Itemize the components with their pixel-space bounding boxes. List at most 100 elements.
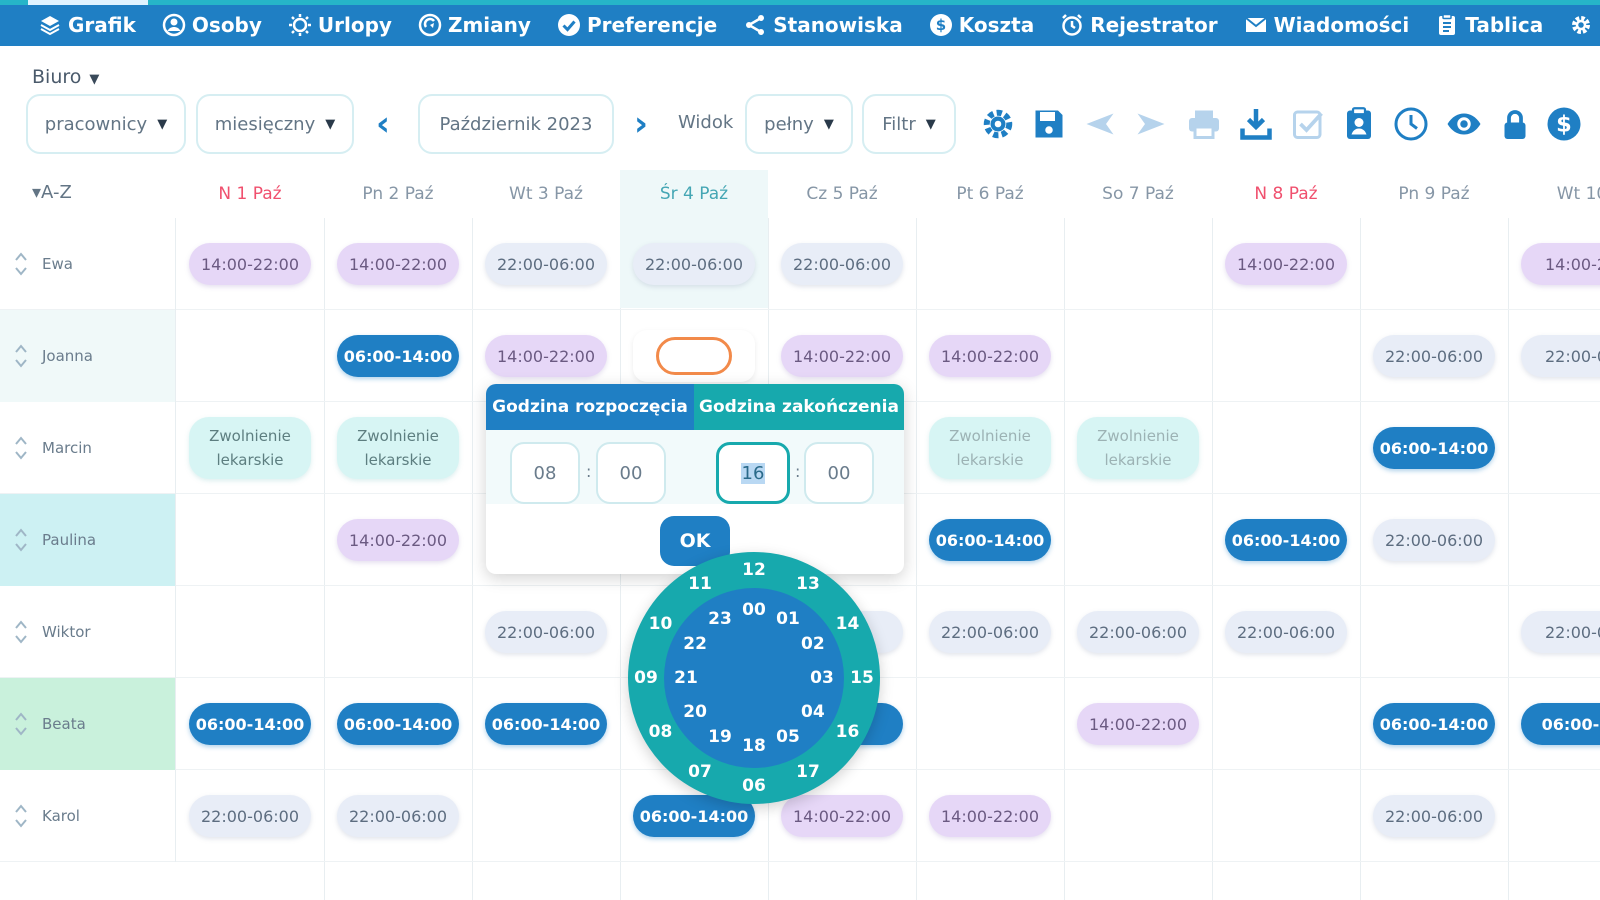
nav-item-5[interactable]: Stanowiska — [743, 13, 903, 37]
end-minute-input[interactable]: 00 — [804, 442, 874, 504]
clock-hour[interactable]: 10 — [648, 614, 673, 634]
drag-sort-icon[interactable] — [14, 342, 28, 370]
shift-pill[interactable]: 06:00-14:00 — [929, 519, 1051, 561]
shift-pill[interactable]: 06:00-1 — [1521, 703, 1600, 745]
nav-item-4[interactable]: Preferencje — [557, 13, 717, 37]
employee-name-cell[interactable]: Marcin — [0, 402, 176, 494]
shift-pill[interactable]: 22:00-0 — [1521, 611, 1600, 653]
employee-name-cell[interactable]: Paulina — [0, 494, 176, 586]
clock-hour[interactable]: 15 — [850, 668, 874, 688]
shift-pill[interactable]: 14:00-22:00 — [1225, 243, 1347, 285]
shift-pill[interactable]: 22:00-06:00 — [633, 243, 755, 285]
employee-name-cell[interactable]: Joanna — [0, 310, 176, 402]
clock-hour[interactable]: 18 — [742, 736, 766, 756]
employee-name-cell[interactable]: Karol — [0, 770, 176, 862]
shift-pill[interactable]: Zwolnienie lekarskie — [1077, 417, 1199, 479]
prev-month-button[interactable]: ‹ — [376, 104, 391, 144]
shift-pill[interactable]: 22:00-06:00 — [189, 795, 311, 837]
new-shift-placeholder[interactable] — [656, 337, 732, 375]
gear-button[interactable] — [980, 106, 1016, 142]
employee-name-cell[interactable]: Beata — [0, 678, 176, 770]
shift-pill[interactable]: 14:00-22:00 — [189, 243, 311, 285]
shift-pill[interactable]: 14:00-22:00 — [929, 795, 1051, 837]
shift-pill[interactable]: 14:00-22:00 — [485, 335, 607, 377]
employee-name-cell[interactable]: Wiktor — [0, 586, 176, 678]
shift-pill[interactable]: 14:00-22:00 — [1077, 703, 1199, 745]
tab-start-time[interactable]: Godzina rozpoczęcia — [486, 384, 694, 430]
clock-hour[interactable]: 17 — [796, 761, 820, 782]
shift-pill[interactable]: 14:00-22:00 — [781, 795, 903, 837]
shift-pill[interactable]: 06:00-14:00 — [1373, 427, 1495, 469]
shift-pill[interactable]: 06:00-14:00 — [337, 703, 459, 745]
drag-sort-icon[interactable] — [14, 434, 28, 462]
day-header[interactable]: Śr 4 Paź — [620, 170, 768, 218]
clock-hour[interactable]: 04 — [801, 702, 825, 722]
shift-pill[interactable]: 22:00-06:00 — [1373, 795, 1495, 837]
day-header[interactable]: Pn 9 Paź — [1398, 184, 1470, 204]
nav-item-8[interactable]: Wiadomości — [1244, 13, 1409, 37]
view-select[interactable]: pełny ▼ — [745, 94, 853, 154]
clock-hour[interactable]: 16 — [835, 722, 860, 742]
tab-end-time[interactable]: Godzina zakończenia — [694, 384, 904, 430]
org-selector[interactable]: Biuro ▼ — [32, 66, 99, 88]
save-button[interactable] — [1031, 106, 1067, 142]
clock-hour[interactable]: 23 — [708, 609, 732, 630]
print-button[interactable] — [1186, 106, 1222, 142]
day-header[interactable]: Pn 2 Paź — [362, 184, 434, 204]
shift-pill[interactable]: 14:00-2 — [1521, 243, 1600, 285]
shift-pill[interactable]: 06:00-14:00 — [485, 703, 607, 745]
lock-button[interactable] — [1497, 106, 1533, 142]
nav-item-1[interactable]: Osoby — [162, 13, 262, 37]
sort-az-button[interactable]: ▾A-Z — [32, 182, 72, 203]
shift-pill[interactable]: 22:00-06:00 — [1077, 611, 1199, 653]
clock-hour[interactable]: 20 — [683, 702, 707, 722]
shift-pill[interactable]: 22:00-06:00 — [1225, 611, 1347, 653]
clipboard-user-button[interactable] — [1341, 106, 1377, 142]
day-header[interactable]: Pt 6 Paź — [956, 184, 1024, 204]
shift-pill[interactable]: Zwolnienie lekarskie — [929, 417, 1051, 479]
clock-hour[interactable]: 07 — [688, 761, 712, 782]
day-header[interactable]: Wt 10 — [1556, 184, 1600, 204]
day-header[interactable]: Wt 3 Paź — [509, 184, 583, 204]
hour-clock-dial[interactable]: 12 13 14 15 16 17 06 07 08 09 10 11 00 01 02 03 04 05 18 19… — [628, 552, 880, 804]
clock-hour[interactable]: 08 — [648, 722, 673, 742]
clock-hour[interactable]: 03 — [810, 668, 834, 688]
next-month-button[interactable]: › — [634, 104, 649, 144]
shift-pill[interactable]: 14:00-22:00 — [337, 243, 459, 285]
period-select[interactable]: miesięczny ▼ — [196, 94, 354, 154]
nav-item-3[interactable]: Zmiany — [418, 13, 531, 37]
clock-hour[interactable]: 11 — [688, 574, 712, 595]
drag-sort-icon[interactable] — [14, 802, 28, 830]
start-hour-input[interactable]: 08 — [510, 442, 580, 504]
clock-hour[interactable]: 06 — [742, 776, 766, 796]
clock-hour[interactable]: 22 — [683, 634, 707, 654]
shift-pill[interactable]: Zwolnienie lekarskie — [189, 417, 311, 479]
nav-item-0[interactable]: Grafik — [38, 13, 136, 37]
day-header[interactable]: N 8 Paź — [1254, 184, 1318, 204]
dollar-button[interactable]: $ — [1546, 106, 1582, 142]
clock-hour[interactable]: 12 — [742, 560, 766, 580]
clock-hour[interactable]: 01 — [776, 609, 800, 630]
clock-hour[interactable]: 14 — [835, 614, 860, 634]
clock-button[interactable] — [1393, 106, 1429, 142]
checkbox-button[interactable] — [1290, 106, 1326, 142]
eye-button[interactable] — [1446, 106, 1482, 142]
clock-hour[interactable]: 05 — [776, 726, 800, 747]
shift-pill[interactable]: 06:00-14:00 — [337, 335, 459, 377]
drag-sort-icon[interactable] — [14, 710, 28, 738]
shift-pill[interactable]: 22:00-06:00 — [485, 243, 607, 285]
end-hour-input[interactable]: 16 — [716, 442, 790, 504]
shift-pill[interactable]: 14:00-22:00 — [929, 335, 1051, 377]
redo-button[interactable] — [1133, 106, 1169, 142]
clock-hour[interactable]: 19 — [708, 726, 732, 747]
undo-button[interactable] — [1082, 106, 1118, 142]
nav-item-2[interactable]: Urlopy — [288, 13, 392, 37]
nav-item-6[interactable]: $ Koszta — [929, 13, 1034, 37]
shift-pill[interactable]: 06:00-14:00 — [1373, 703, 1495, 745]
drag-sort-icon[interactable] — [14, 250, 28, 278]
group-select[interactable]: pracownicy ▼ — [26, 94, 186, 154]
clock-hour[interactable]: 02 — [801, 634, 825, 654]
day-header[interactable]: N 1 Paź — [218, 184, 282, 204]
employee-name-cell[interactable]: Ewa — [0, 218, 176, 310]
day-header[interactable]: Cz 5 Paź — [806, 184, 878, 204]
